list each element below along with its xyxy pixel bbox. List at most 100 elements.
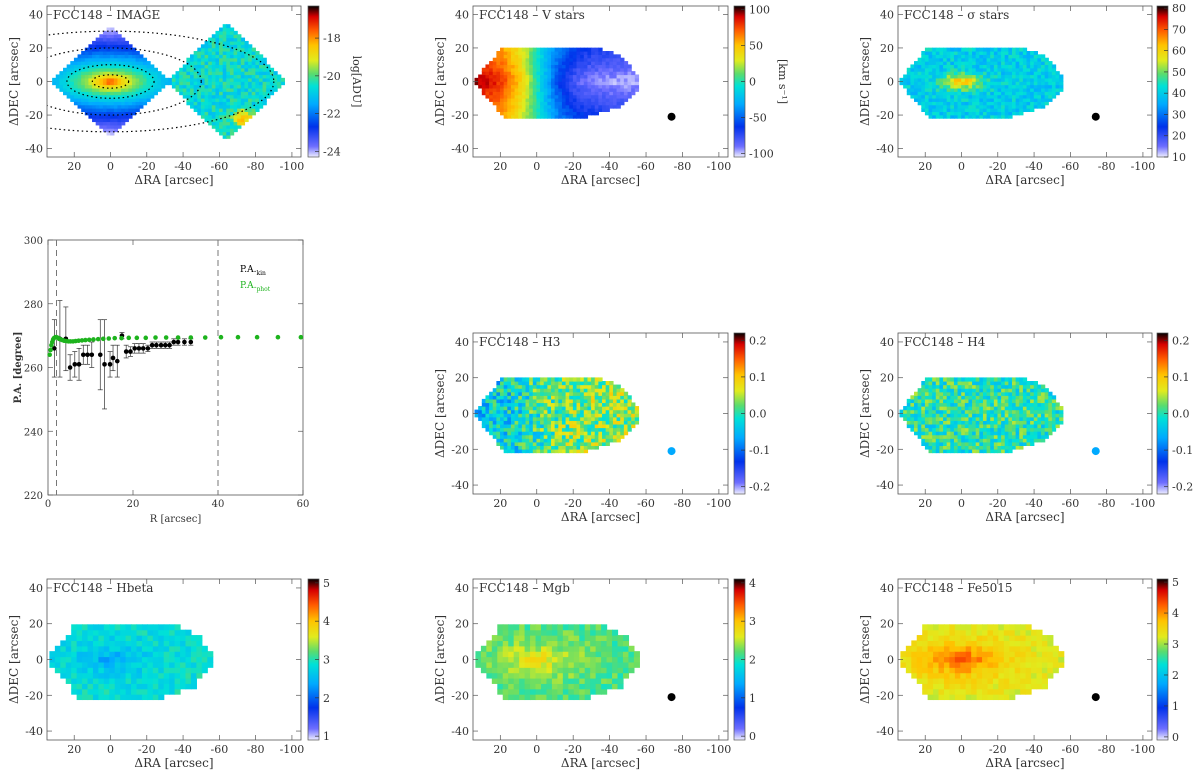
panel-sigma: 20 0 -20 -40 -60 -80 -100 -40 -20 0 20 40 ΔRA [arcse… [858, 2, 1200, 187]
map-sigma [899, 47, 1100, 121]
y-axis-label: ΔDEC [arcsec] [7, 37, 21, 126]
y-tick-label: -20 [451, 109, 469, 122]
y-tick-label: 0 [462, 76, 469, 89]
colorbar-label: log[ADU] [350, 56, 363, 108]
y-tick-label: 40 [455, 8, 469, 21]
legend-entry: P.A.phot [240, 281, 271, 293]
pa-kin-point [85, 352, 90, 358]
y-tick-label: 20 [880, 372, 894, 385]
y-axis-label: ΔDEC [arcsec] [858, 615, 872, 704]
pa-phot-point [254, 334, 260, 340]
colorbar-tick-label: 2 [323, 692, 330, 705]
pa-phot-point [86, 337, 92, 343]
x-tick-label: -40 [601, 160, 619, 173]
colorbar-tick-label: 1 [1172, 700, 1179, 713]
pa-kin-point [145, 346, 151, 351]
x-tick-label: 20 [493, 160, 507, 173]
pa-kin-point [188, 339, 194, 345]
colorbar-tick-label: 80 [1172, 2, 1186, 15]
colorbar-tick-label: 30 [1172, 108, 1186, 121]
y-tick-label: 20 [29, 42, 43, 55]
y-tick-label: 20 [455, 618, 469, 631]
plot-frame [47, 239, 304, 496]
y-tick-label: -20 [451, 443, 469, 456]
y-axis-label: ΔDEC [arcsec] [858, 37, 872, 126]
y-tick-label: 40 [455, 582, 469, 595]
y-tick-label: -40 [451, 725, 469, 738]
x-axis-label: ΔRA [arcsec] [561, 510, 640, 524]
x-axis-label: ΔRA [arcsec] [985, 756, 1064, 770]
y-tick-label: -40 [876, 479, 894, 492]
x-tick-label: -20 [138, 160, 156, 173]
y-tick-label: -40 [876, 725, 894, 738]
colorbar-tick-label: 3 [749, 615, 756, 628]
x-tick-label: -20 [989, 497, 1007, 510]
panel-pa: 0 20 40 60 220 240 260 280 300 R [arcsec] P.A. [de… [13, 236, 309, 525]
x-tick-label: 20 [918, 743, 932, 756]
companion-spot [1091, 112, 1100, 121]
y-tick-label: 0 [887, 408, 894, 421]
x-tick-label: -100 [707, 160, 732, 173]
colorbar-tick-label: 0.1 [749, 371, 767, 384]
colorbar-tick-label: 0.0 [1172, 408, 1190, 421]
panel-title: FCC148 – Mgb [479, 581, 570, 595]
pa-phot-point [188, 335, 194, 340]
panel-title: FCC148 – Fe5015 [904, 581, 1013, 595]
colorbar-tick-label: 60 [1172, 45, 1186, 58]
panel-image: 20 0 -20 -40 -60 -80 -100 -40 -20 0 20 40 ΔRA [arcse… [7, 5, 363, 187]
x-tick-label: 0 [533, 160, 540, 173]
x-axis-label: ΔRA [arcsec] [985, 173, 1064, 187]
x-tick-label: 0 [958, 743, 965, 756]
y-tick-label: 40 [880, 582, 894, 595]
colorbar [1156, 578, 1169, 741]
isophote-ellipse [47, 30, 275, 133]
colorbar-tick-label: 4 [1172, 607, 1179, 620]
pa-kin-point [97, 352, 103, 358]
colorbar-tick-label: -20 [323, 70, 341, 83]
companion-spot [667, 112, 676, 121]
colorbar-tick-label: 0.0 [749, 408, 767, 421]
pa-kin-point [52, 346, 57, 351]
y-tick-label: -40 [451, 479, 469, 492]
colorbar-tick-label: -0.1 [1172, 444, 1193, 457]
pa-kin-point [76, 362, 82, 367]
x-tick-label: -60 [210, 160, 228, 173]
x-tick-label: 20 [918, 160, 932, 173]
y-axis-label: ΔDEC [arcsec] [858, 369, 872, 458]
pa-phot-point [126, 335, 132, 341]
x-axis-label: ΔRA [arcsec] [134, 173, 213, 187]
y-axis-label: P.A. [degree] [13, 332, 24, 404]
colorbar [1156, 5, 1169, 158]
panel-h4: 20 0 -20 -40 -60 -80 -100 -40 -20 0 20 40 ΔRA [arcse… [858, 332, 1193, 524]
panel-title: FCC148 – V stars [479, 8, 585, 22]
colorbar-tick-label: 4 [323, 615, 330, 628]
pa-phot-point [218, 334, 224, 340]
y-axis-label: ΔDEC [arcsec] [433, 37, 447, 126]
colorbar-tick-label: -22 [323, 108, 341, 121]
x-axis-label: ΔRA [arcsec] [985, 510, 1064, 524]
pa-phot-point [106, 336, 112, 341]
x-tick-label: -60 [210, 743, 228, 756]
colorbar-tick-label: -100 [749, 147, 774, 160]
x-tick-label: -40 [601, 743, 619, 756]
colorbar-tick-label: -0.2 [1172, 481, 1193, 494]
isophote-ellipse [91, 74, 130, 89]
colorbar-tick-label: 0.2 [749, 334, 767, 347]
pa-kin-point [80, 352, 86, 358]
x-tick-label: 60 [297, 499, 310, 510]
y-tick-label: 40 [29, 582, 43, 595]
y-tick-label: -20 [876, 109, 894, 122]
colorbar-tick-label: 40 [1172, 87, 1186, 100]
pa-kin-point [132, 346, 137, 351]
pa-phot-point [79, 338, 85, 343]
colorbar-tick-label: -50 [749, 111, 767, 124]
colorbar-tick-label: 4 [749, 577, 756, 590]
pa-phot-point [163, 335, 169, 340]
x-tick-label: 40 [212, 499, 225, 510]
isophote-ellipse [66, 64, 155, 99]
x-tick-label: -100 [280, 160, 305, 173]
colorbar-tick-label: 20 [1172, 130, 1186, 143]
pa-kin-point [182, 339, 187, 345]
pa-phot-point [143, 335, 149, 341]
